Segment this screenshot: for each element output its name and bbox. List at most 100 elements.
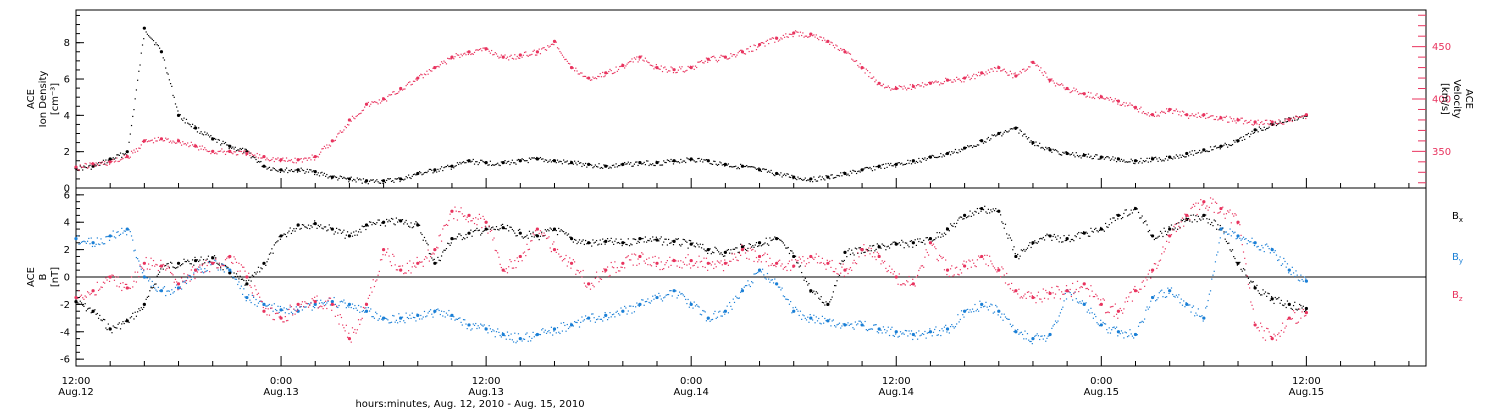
field-z-series-scatter-dot: [963, 260, 965, 262]
field-x-series-scatter-dot: [677, 238, 679, 240]
field-y-series-scatter-dot: [440, 310, 443, 312]
field-y-series-scatter-dot: [611, 313, 614, 316]
field-z-series-scatter-dot: [595, 271, 598, 273]
field-x-series-scatter-dot: [505, 228, 507, 230]
field-y-series-scatter-dot: [635, 306, 637, 308]
ion-density-series-scatter-dot: [1064, 151, 1066, 153]
ion-density-series-scatter-dot: [1240, 136, 1242, 138]
field-x-series-scatter-dot: [119, 328, 122, 330]
field-z-series-scatter-dot: [162, 263, 164, 266]
velocity-series-scatter-dot: [1301, 115, 1303, 118]
ion-density-series-scatter-dot: [1156, 158, 1158, 160]
field-z-series-scatter-dot: [118, 286, 120, 288]
field-y-series-scatter-dot: [1093, 313, 1096, 315]
field-x-series-scatter-dot: [1119, 214, 1121, 217]
field-x-series-scatter-dot: [713, 252, 715, 254]
velocity-series-scatter-dot: [787, 36, 789, 38]
field-z-series-scatter-dot: [295, 310, 297, 312]
ion-density-series-scatter-dot: [851, 172, 853, 174]
field-z-series-scatter-dot: [840, 272, 842, 274]
field-y-series-scatter-dot: [891, 326, 893, 328]
ion-density-series-scatter-dot: [228, 147, 230, 150]
field-z-series-point: [416, 261, 420, 265]
field-z-series-scatter-dot: [472, 217, 474, 220]
ion-density-series-scatter-dot: [409, 176, 411, 179]
ion-density-series-scatter-dot: [386, 179, 388, 181]
velocity-series-scatter-dot: [1156, 115, 1158, 117]
field-x-series-scatter-dot: [636, 242, 638, 244]
field-y-series-scatter-dot: [1139, 322, 1141, 324]
field-y-series-scatter-dot: [1172, 293, 1174, 296]
field-y-series-scatter-dot: [482, 325, 484, 327]
field-z-series-scatter-dot: [1093, 295, 1096, 298]
field-x-series-scatter-dot: [1279, 302, 1281, 304]
velocity-series-scatter-dot: [648, 62, 650, 64]
field-y-series-scatter-dot: [340, 300, 343, 302]
field-x-series-scatter-dot: [1034, 240, 1036, 242]
field-y-series-scatter-dot: [1034, 335, 1036, 337]
field-x-series-scatter-dot: [393, 223, 395, 225]
field-z-series-scatter-dot: [1039, 298, 1041, 300]
field-z-series-scatter-dot: [240, 264, 242, 266]
velocity-series-scatter-dot: [1297, 116, 1300, 119]
velocity-series-scatter-dot: [987, 69, 989, 71]
field-y-series-scatter-dot: [130, 235, 133, 237]
field-x-series-scatter-dot: [672, 244, 675, 246]
field-z-series-scatter-dot: [935, 248, 937, 250]
ion-density-series-scatter-dot: [816, 180, 819, 182]
velocity-series-scatter-dot: [155, 140, 157, 142]
velocity-series-scatter-dot: [910, 88, 913, 90]
field-x-series-scatter-dot: [368, 221, 371, 223]
ion-density-series-scatter-dot: [1144, 160, 1146, 163]
field-y-series-scatter-dot: [582, 320, 584, 322]
velocity-series-scatter-dot: [299, 158, 301, 160]
field-x-series-scatter-dot: [356, 234, 358, 236]
ion-density-series-scatter-dot: [1090, 155, 1092, 157]
field-x-series-scatter-dot: [942, 235, 944, 237]
ion-density-series-scatter-dot: [1206, 150, 1208, 152]
field-y-series-scatter-dot: [649, 302, 651, 304]
field-y-series-scatter-dot: [267, 304, 269, 306]
field-y-series-scatter-dot: [680, 293, 682, 295]
velocity-series-scatter-dot: [285, 157, 288, 159]
ion-density-series-scatter-dot: [1012, 128, 1014, 130]
field-z-series-scatter-dot: [309, 304, 311, 307]
field-y-series-scatter-dot: [677, 294, 679, 297]
field-x-series-scatter-dot: [220, 267, 222, 269]
field-x-series-scatter-dot: [971, 212, 974, 214]
velocity-series-scatter-dot: [664, 66, 666, 68]
velocity-series-scatter-dot: [1053, 82, 1055, 84]
field-y-series-scatter-dot: [1297, 279, 1300, 281]
ion-density-series-scatter-dot: [908, 162, 910, 164]
field-x-series-scatter-dot: [350, 232, 352, 234]
field-x-series-scatter-dot: [1233, 255, 1235, 258]
velocity-series-scatter-dot: [340, 131, 343, 133]
velocity-series-scatter-dot: [221, 148, 223, 150]
ion-density-series-scatter-dot: [664, 161, 666, 164]
field-y-series-point: [569, 323, 574, 327]
velocity-series-scatter-dot: [105, 164, 107, 166]
velocity-series-scatter-dot: [1125, 102, 1127, 104]
ion-density-series-scatter-dot: [167, 73, 169, 75]
field-z-series-scatter-dot: [1081, 286, 1083, 288]
field-x-series-scatter-dot: [449, 244, 451, 246]
field-y-series-scatter-dot: [243, 288, 245, 290]
field-z-series-scatter-dot: [748, 258, 750, 260]
field-x-series-scatter-dot: [234, 275, 236, 278]
field-y-series-point: [142, 275, 146, 279]
field-x-series-scatter-dot: [477, 229, 479, 232]
velocity-series-scatter-dot: [399, 89, 401, 91]
field-z-series-scatter-dot: [677, 260, 679, 262]
field-x-series-scatter-dot: [647, 239, 649, 242]
field-y-series-scatter-dot: [1164, 296, 1166, 298]
ion-density-series-scatter-dot: [444, 166, 446, 168]
field-y-series-scatter-dot: [514, 332, 516, 334]
velocity-series-scatter-dot: [801, 34, 803, 37]
velocity-series-scatter-dot: [1211, 115, 1213, 117]
velocity-series-scatter-dot: [898, 85, 900, 87]
field-y-series-scatter-dot: [300, 305, 302, 308]
ion-density-series-scatter-dot: [1291, 119, 1293, 121]
ion-density-series-scatter-dot: [1046, 148, 1048, 150]
field-y-series-scatter-dot: [716, 316, 719, 318]
field-z-series-scatter-dot: [560, 255, 562, 257]
